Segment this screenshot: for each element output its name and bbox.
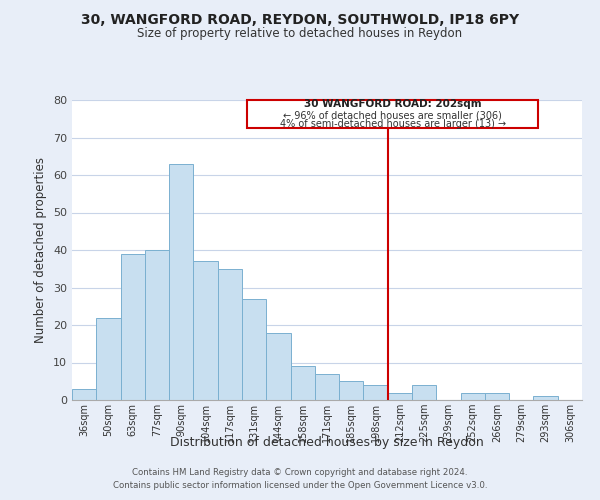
Bar [72, 389, 96, 400]
Bar [388, 392, 412, 400]
Text: ← 96% of detached houses are smaller (306): ← 96% of detached houses are smaller (30… [283, 111, 502, 120]
Text: 30, WANGFORD ROAD, REYDON, SOUTHWOLD, IP18 6PY: 30, WANGFORD ROAD, REYDON, SOUTHWOLD, IP… [81, 12, 519, 26]
Bar [461, 392, 485, 400]
Bar [218, 269, 242, 400]
Bar [339, 381, 364, 400]
Bar [121, 254, 145, 400]
Y-axis label: Number of detached properties: Number of detached properties [34, 157, 47, 343]
Text: Size of property relative to detached houses in Reydon: Size of property relative to detached ho… [137, 28, 463, 40]
Text: Contains HM Land Registry data © Crown copyright and database right 2024.: Contains HM Land Registry data © Crown c… [132, 468, 468, 477]
Text: Contains public sector information licensed under the Open Government Licence v3: Contains public sector information licen… [113, 480, 487, 490]
Bar [485, 392, 509, 400]
Bar [266, 332, 290, 400]
Text: 30 WANGFORD ROAD: 202sqm: 30 WANGFORD ROAD: 202sqm [304, 99, 481, 109]
Bar [96, 318, 121, 400]
Text: Distribution of detached houses by size in Reydon: Distribution of detached houses by size … [170, 436, 484, 449]
Text: 4% of semi-detached houses are larger (13) →: 4% of semi-detached houses are larger (1… [280, 120, 506, 130]
Bar [242, 298, 266, 400]
Bar [169, 164, 193, 400]
Bar [193, 261, 218, 400]
Bar [145, 250, 169, 400]
Bar [290, 366, 315, 400]
FancyBboxPatch shape [247, 100, 538, 128]
Bar [315, 374, 339, 400]
Bar [364, 385, 388, 400]
Bar [412, 385, 436, 400]
Bar [533, 396, 558, 400]
